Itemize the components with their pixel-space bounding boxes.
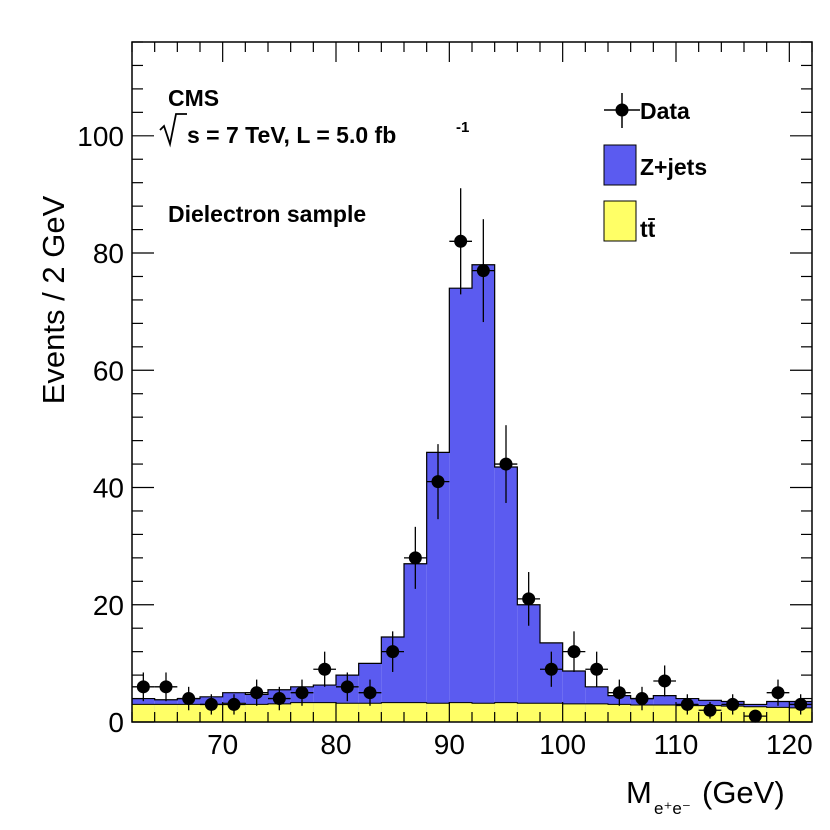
ttbar-bar (585, 703, 608, 722)
data-point (136, 680, 150, 694)
x-axis-title-main: M (626, 775, 652, 810)
ttbar-bar (268, 703, 291, 722)
y-tick-label: 80 (93, 238, 124, 269)
zjets-bar (472, 264, 495, 722)
y-tick-label: 60 (93, 355, 124, 386)
ttbar-bar (472, 703, 495, 722)
ttbar-bar (132, 704, 155, 722)
ttbar-bar (177, 704, 200, 722)
data-point (363, 686, 377, 700)
y-axis-title: Events / 2 GeV (36, 195, 71, 404)
data-point (204, 697, 218, 711)
x-tick-label: 110 (654, 729, 699, 760)
x-axis-title-unit: (GeV) (702, 775, 785, 810)
data-point (703, 703, 717, 717)
ttbar-bar (789, 707, 812, 722)
zjets-outline (132, 264, 812, 706)
energy-lumi-superscript: -1 (456, 119, 469, 136)
ttbar-bar (449, 702, 472, 722)
data-points-layer (132, 188, 812, 723)
data-point (431, 475, 445, 489)
ttbar-outline (132, 702, 812, 709)
data-point (295, 686, 309, 700)
x-axis-title-subscript: e⁺e⁻ (654, 799, 691, 818)
data-point (318, 662, 332, 676)
ttbar-bar (358, 703, 382, 722)
ttbar-bar (245, 704, 268, 722)
ttbar-bar (426, 703, 450, 722)
data-point (726, 697, 740, 711)
ttbar-bar (608, 704, 631, 722)
ttbar-bar (540, 703, 563, 722)
zjets-bar (449, 288, 472, 722)
data-point (658, 674, 672, 688)
data-point (182, 692, 196, 706)
ttbar-bar (381, 702, 404, 722)
data-point (499, 457, 513, 471)
energy-lumi-text: s = 7 TeV, L = 5.0 fb (187, 122, 396, 148)
ttbar-bar (313, 702, 336, 722)
zjets-bar (404, 563, 427, 722)
ttbar-bar (404, 702, 427, 722)
legend-ttbar-swatch (603, 200, 637, 242)
x-axis-title: M e⁺e⁻ (GeV) (626, 775, 785, 818)
ttbar-bar (630, 705, 654, 722)
data-point (612, 686, 626, 700)
data-point (476, 264, 490, 278)
axes: 70 80 90 100 110 120 0 20 40 60 80 100 (77, 41, 813, 760)
x-tick-label: 120 (766, 729, 813, 760)
legend-zjets-swatch (603, 144, 637, 186)
ttbar-bar (336, 703, 359, 722)
data-point (771, 686, 785, 700)
y-tick-label: 100 (77, 121, 124, 152)
x-tick-label: 80 (320, 729, 351, 760)
x-tick-label: 100 (539, 729, 586, 760)
ttbar-bar (517, 703, 540, 722)
legend: Data Z+jets tt̄ (603, 93, 707, 242)
data-point (454, 234, 468, 248)
data-point (590, 662, 604, 676)
legend-zjets-label: Z+jets (640, 154, 707, 180)
ttbar-bar (766, 707, 790, 722)
sample-label: Dielectron sample (168, 201, 366, 227)
ttbar-bar (154, 704, 178, 722)
experiment-label: CMS (168, 85, 219, 111)
legend-ttbar-label: tt̄ (640, 216, 656, 242)
x-tick-label: 70 (207, 729, 238, 760)
ttbar-bar (494, 702, 518, 722)
data-point (748, 709, 762, 723)
legend-data-label: Data (640, 98, 690, 124)
data-point (340, 680, 354, 694)
data-point (680, 697, 694, 711)
energy-lumi-label: s = 7 TeV, L = 5.0 fb -1 (159, 113, 469, 148)
zjets-bar (494, 467, 518, 722)
data-point (250, 686, 264, 700)
histogram-layer (132, 264, 812, 722)
zjets-bar (426, 452, 450, 722)
y-tick-label: 20 (93, 590, 124, 621)
x-tick-label: 90 (434, 729, 465, 760)
data-point (227, 697, 241, 711)
y-tick-label: 0 (108, 707, 124, 738)
data-point (635, 692, 649, 706)
data-point (272, 692, 286, 706)
y-tick-label: 40 (93, 473, 124, 504)
ttbar-bar (562, 703, 586, 722)
ttbar-bar (290, 702, 314, 722)
sqrt-symbol (159, 113, 187, 148)
data-point (522, 592, 536, 606)
data-point (544, 662, 558, 676)
data-point (386, 645, 400, 659)
data-point (408, 551, 422, 565)
legend-data-marker (615, 103, 629, 117)
data-point (159, 680, 173, 694)
data-point (567, 645, 581, 659)
zjets-bar (381, 637, 404, 722)
data-point (794, 697, 808, 711)
ttbar-bar (653, 705, 676, 722)
zjets-bar (517, 604, 540, 722)
